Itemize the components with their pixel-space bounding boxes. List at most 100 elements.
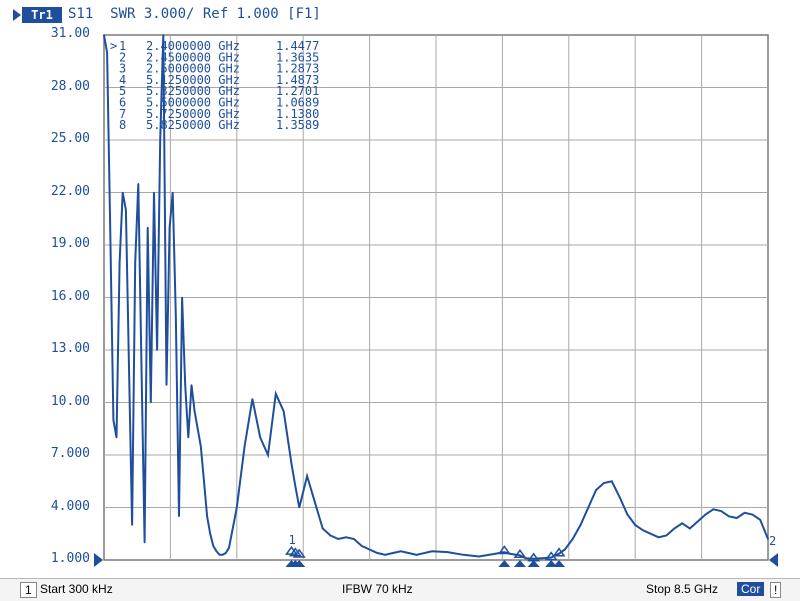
data-point <box>121 191 124 194</box>
data-point <box>657 536 660 539</box>
marker-row-value[interactable]: 1.4873 <box>276 73 319 87</box>
marker-row-frequency[interactable]: 5.8250000 GHz <box>146 118 240 132</box>
marker-row-value[interactable]: 1.3635 <box>276 50 319 64</box>
marker-row-frequency[interactable]: 5.5000000 GHz <box>146 96 240 110</box>
marker-bottom-pointer-icon[interactable] <box>513 560 526 567</box>
marker-row-number[interactable]: 4 <box>119 73 126 87</box>
trace-badge[interactable]: Tr1 <box>13 7 62 23</box>
data-point <box>720 510 722 512</box>
marker-row-frequency[interactable]: 5.3250000 GHz <box>146 84 240 98</box>
data-point <box>759 518 761 521</box>
marker-bottom-pointer-icon[interactable] <box>545 560 558 567</box>
data-point <box>156 349 158 351</box>
data-point <box>337 538 340 540</box>
channel-number-button[interactable]: 1 <box>20 582 37 598</box>
correction-badge[interactable]: Cor <box>737 582 765 596</box>
data-point <box>735 517 738 519</box>
data-point <box>294 485 297 488</box>
data-point <box>360 545 363 547</box>
data-point <box>221 553 224 556</box>
marker-row-value[interactable]: 1.3589 <box>276 118 319 132</box>
data-point <box>206 515 208 518</box>
data-point <box>109 226 112 229</box>
marker-triangle-icon[interactable] <box>292 548 306 558</box>
data-point <box>282 410 285 413</box>
data-point <box>218 553 221 556</box>
marker-row-frequency[interactable]: 2.4000000 GHz <box>146 39 240 53</box>
stop-frequency-label[interactable]: Stop 8.5 GHz <box>646 582 719 596</box>
data-point <box>579 524 582 526</box>
marker-2-end-label: 2 <box>769 534 776 548</box>
data-point <box>140 366 143 369</box>
data-point <box>298 506 301 509</box>
data-point <box>178 515 180 518</box>
marker-row-value[interactable]: 1.4477 <box>276 39 319 53</box>
data-point <box>118 261 121 264</box>
data-point <box>267 454 269 456</box>
data-point <box>431 550 433 553</box>
ref-level-right-arrow-icon[interactable] <box>769 553 778 567</box>
data-point <box>618 496 621 498</box>
data-point <box>275 392 277 395</box>
data-point <box>564 548 566 551</box>
data-point <box>519 554 521 557</box>
marker-triangle-icon[interactable] <box>513 548 527 559</box>
data-point <box>134 261 137 264</box>
data-point <box>392 552 394 554</box>
data-point <box>314 501 316 504</box>
active-marker-indicator-icon: > <box>110 39 117 53</box>
marker-row-number[interactable]: 5 <box>119 84 126 98</box>
data-point <box>603 482 605 484</box>
marker-triangle-icon[interactable] <box>497 545 511 555</box>
start-frequency-label[interactable]: Start 300 kHz <box>40 582 113 596</box>
y-tick-label: 28.00 <box>50 78 90 94</box>
marker-row-frequency[interactable]: 5.1250000 GHz <box>146 73 240 87</box>
data-point <box>115 436 118 439</box>
y-tick-label: 4.000 <box>50 498 90 514</box>
marker-row-number[interactable]: 6 <box>119 96 126 110</box>
plot-area[interactable]: >1 2.4000000 GHz 1.4477 2 2.4500000 GHz 1.363… <box>0 0 800 580</box>
data-point <box>184 384 187 386</box>
data-point <box>509 553 512 555</box>
data-point <box>689 527 691 530</box>
data-point <box>165 384 168 386</box>
data-point <box>243 445 246 448</box>
data-point <box>290 462 293 465</box>
data-point <box>673 527 676 530</box>
active-marker-label: 1 <box>288 533 295 547</box>
marker-row-frequency[interactable]: 2.5000000 GHz <box>146 62 240 76</box>
marker-row-number[interactable]: 3 <box>119 62 126 76</box>
y-tick-label: 25.00 <box>50 131 90 146</box>
data-point <box>503 551 506 553</box>
ifbw-label[interactable]: IFBW 70 kHz <box>342 582 413 596</box>
data-point <box>634 524 636 526</box>
marker-bottom-pointer-icon[interactable] <box>553 560 566 567</box>
data-point <box>532 557 535 560</box>
marker-triangle-icon[interactable] <box>552 547 566 557</box>
marker-row-value[interactable]: 1.2701 <box>276 84 319 98</box>
data-point <box>587 506 590 509</box>
marker-row-number[interactable]: 8 <box>119 118 126 132</box>
y-tick-label: 10.00 <box>50 393 90 409</box>
marker-bottom-pointer-icon[interactable] <box>498 560 511 567</box>
marker-row-value[interactable]: 1.2873 <box>276 62 319 76</box>
data-point <box>353 538 355 540</box>
data-point <box>143 541 146 544</box>
marker-row-frequency[interactable]: 2.4500000 GHz <box>146 50 240 64</box>
marker-bottom-pointer-icon[interactable] <box>293 560 306 567</box>
marker-row-number[interactable]: 2 <box>119 50 126 64</box>
marker-row-value[interactable]: 1.1380 <box>276 107 319 121</box>
ref-level-left-arrow-icon[interactable] <box>94 553 103 567</box>
data-point <box>400 550 402 553</box>
marker-row-number[interactable]: 1 <box>119 39 126 53</box>
y-tick-label: 7.000 <box>50 446 90 461</box>
data-point <box>704 513 707 516</box>
data-point <box>171 191 174 194</box>
marker-row-number[interactable]: 7 <box>119 107 126 121</box>
marker-bottom-pointer-icon[interactable] <box>527 560 540 567</box>
status-warning-badge[interactable]: ! <box>770 582 782 598</box>
marker-row-frequency[interactable]: 5.7250000 GHz <box>146 107 240 121</box>
data-point <box>329 534 332 537</box>
y-tick-label: 16.00 <box>50 288 90 304</box>
marker-row-value[interactable]: 1.0689 <box>276 96 319 110</box>
